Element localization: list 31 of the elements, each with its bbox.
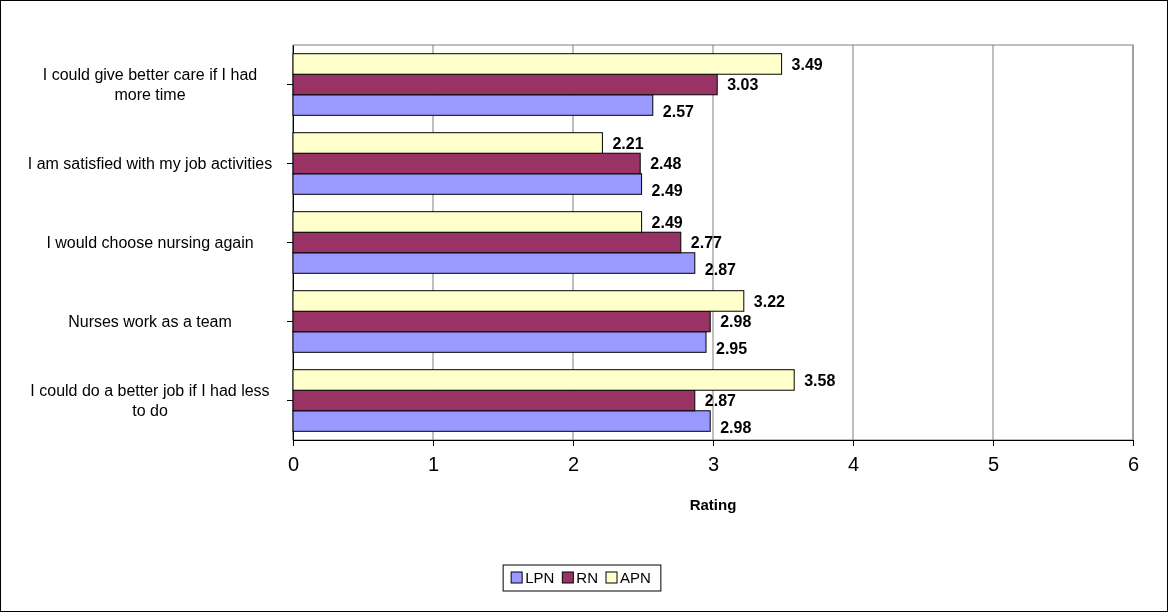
data-label: 3.58 xyxy=(804,371,836,389)
y-tick-label: I am satisfied with my job activities xyxy=(27,155,273,173)
y-tick-label: Nurses work as a team xyxy=(68,313,232,331)
x-tick-label: 3 xyxy=(707,453,720,475)
x-tick-label: 6 xyxy=(1127,453,1140,475)
data-label: 3.49 xyxy=(791,55,823,73)
data-label: 2.57 xyxy=(662,102,695,120)
data-label: 2.87 xyxy=(704,260,737,278)
data-label: 2.49 xyxy=(651,181,683,199)
x-axis-title: Rating xyxy=(689,496,737,513)
legend-label: LPN xyxy=(525,569,555,587)
data-label: 2.49 xyxy=(651,213,683,231)
legend-label: RN xyxy=(576,569,599,587)
x-tick-label: 1 xyxy=(427,453,440,475)
data-label: 2.87 xyxy=(704,392,737,410)
data-label: 2.98 xyxy=(720,418,752,436)
x-tick-label: 5 xyxy=(987,453,1000,475)
legend-label: APN xyxy=(620,569,651,587)
y-tick-label: I could do a better job if I had less to do xyxy=(30,382,270,420)
y-tick-label: I could give better care if I had more time xyxy=(42,66,258,104)
x-tick-label: 0 xyxy=(287,453,300,475)
data-label: 2.98 xyxy=(720,313,752,331)
x-tick-label: 2 xyxy=(567,453,580,475)
data-label: 2.95 xyxy=(716,339,748,357)
data-label: 3.22 xyxy=(753,292,786,310)
data-label: 2.77 xyxy=(690,234,723,252)
data-label: 2.21 xyxy=(612,134,644,152)
data-label: 2.48 xyxy=(650,155,682,173)
y-tick-label: I would choose nursing again xyxy=(46,234,254,252)
x-tick-label: 4 xyxy=(847,453,860,475)
data-label: 3.03 xyxy=(727,76,759,94)
